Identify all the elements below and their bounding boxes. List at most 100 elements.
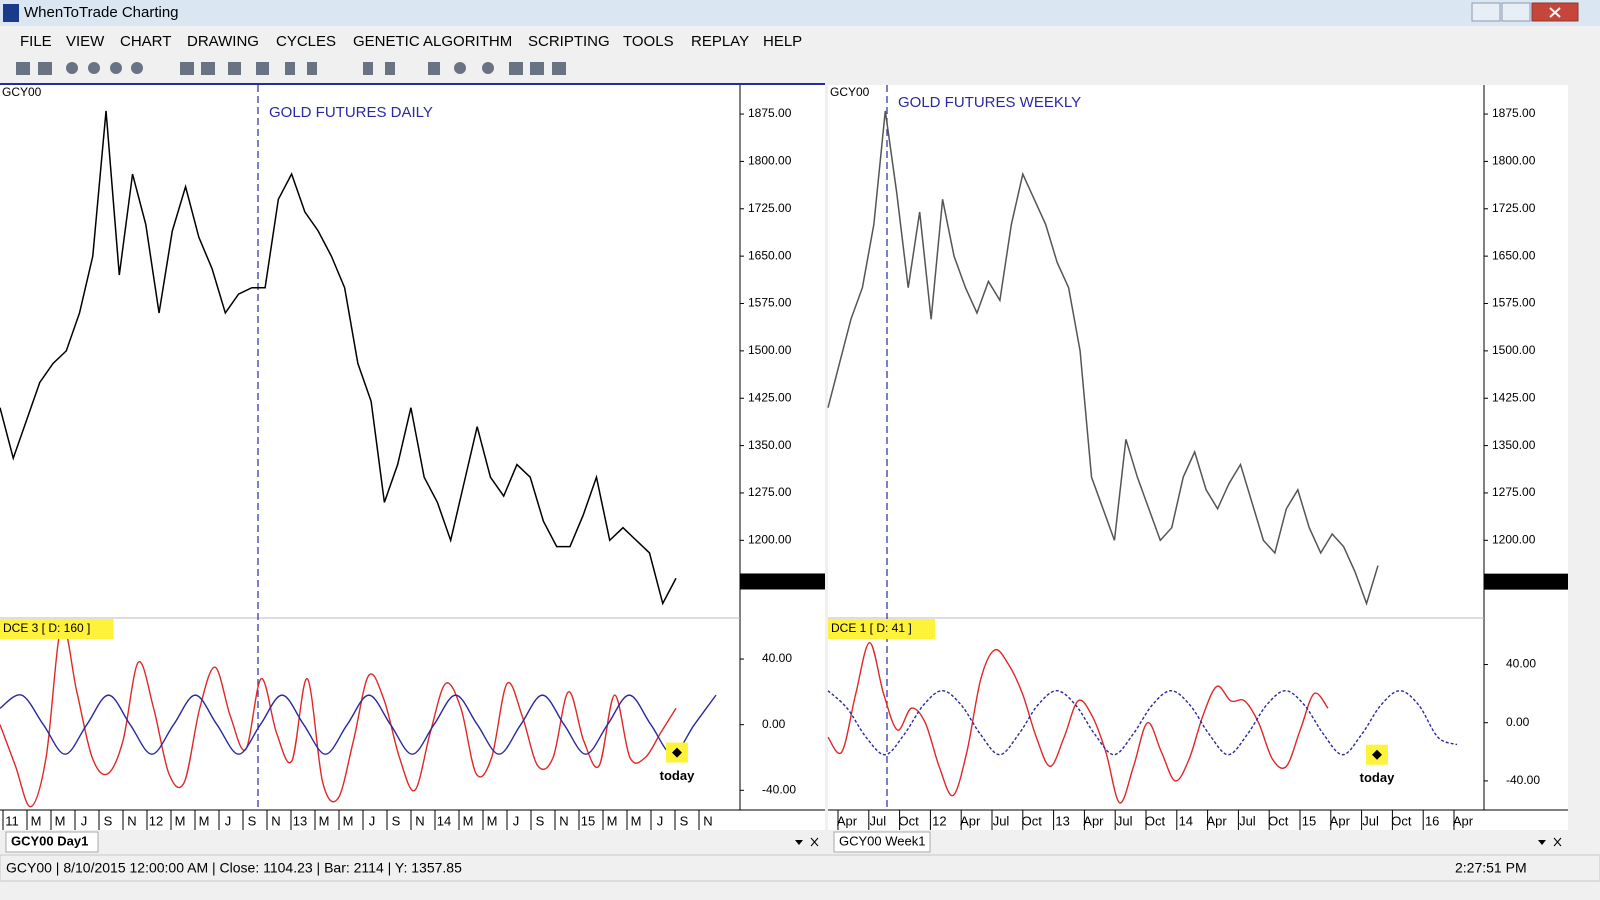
menu-item[interactable]: REPLAY xyxy=(691,33,749,50)
y-tick-label: 1725.00 xyxy=(748,201,792,215)
tool-icon[interactable] xyxy=(256,62,269,75)
tool-icon[interactable] xyxy=(110,62,122,74)
tab-bar xyxy=(828,831,1568,853)
tool-icon[interactable] xyxy=(66,62,78,74)
x-tick-label: J xyxy=(225,813,232,828)
menu: FILE VIEW CHART DRAWING CYCLES GENETIC ALGORI… xyxy=(20,33,802,50)
menu-item[interactable]: CYCLES xyxy=(276,33,336,50)
x-tick-label: S xyxy=(680,813,689,828)
tool-icon[interactable] xyxy=(428,62,440,75)
x-tick-label: M xyxy=(463,813,474,828)
x-tick-label: Apr xyxy=(960,813,981,828)
indicator-label-bg xyxy=(828,619,935,639)
tool-icon[interactable] xyxy=(482,62,494,74)
tool-icon[interactable] xyxy=(285,62,295,75)
chart-title: GOLD FUTURES DAILY xyxy=(269,104,433,121)
y-tick-label: 1425.00 xyxy=(1492,390,1536,404)
x-tick-label: Apr xyxy=(837,813,858,828)
tab-close[interactable] xyxy=(1553,837,1562,847)
tool-icon[interactable] xyxy=(530,62,544,75)
last-price-box xyxy=(740,573,825,590)
tool-icon[interactable] xyxy=(385,62,395,75)
menu-item[interactable]: TOOLS xyxy=(623,33,674,50)
y-tick-label: 1275.00 xyxy=(1492,485,1536,499)
x-tick-label: N xyxy=(415,813,424,828)
y-tick-label: -40.00 xyxy=(1506,773,1540,787)
x-tick-label: Apr xyxy=(1083,813,1104,828)
y-tick-label: 1575.00 xyxy=(748,296,792,310)
tool-icon[interactable] xyxy=(552,62,566,75)
y-tick-label: 1650.00 xyxy=(748,248,792,262)
y-tick-label: 1200.00 xyxy=(748,532,792,546)
menu-item[interactable]: FILE xyxy=(20,33,52,50)
plot-background xyxy=(828,85,1568,830)
x-tick-label: J xyxy=(657,813,664,828)
y-tick-label: 1725.00 xyxy=(1492,201,1536,215)
maximize-button[interactable] xyxy=(1501,2,1531,22)
minimize-button[interactable] xyxy=(1471,2,1501,22)
today-label: today xyxy=(1360,770,1395,785)
x-tick-label: S xyxy=(536,813,545,828)
tab-close[interactable] xyxy=(810,837,819,847)
tool-icon[interactable] xyxy=(454,62,466,74)
x-tick-label: 14 xyxy=(1179,813,1193,828)
menu-item[interactable]: HELP xyxy=(763,33,802,50)
x-tick-label: Jul xyxy=(993,813,1010,828)
y-tick-label: 1650.00 xyxy=(1492,248,1536,262)
x-tick-label: Apr xyxy=(1206,813,1227,828)
x-tick-label: N xyxy=(271,813,280,828)
status-time: 2:27:51 PM xyxy=(1455,860,1527,876)
x-tick-label: M xyxy=(175,813,186,828)
x-tick-label: Oct xyxy=(898,813,919,828)
x-tick-label: Oct xyxy=(1391,813,1412,828)
tab-label: GCY00 Day1 xyxy=(11,833,88,848)
tool-icon[interactable] xyxy=(363,62,373,75)
tab-menu-arrow[interactable] xyxy=(795,840,803,845)
chart-tab[interactable] xyxy=(833,831,931,853)
y-tick-label: 1575.00 xyxy=(1492,296,1536,310)
x-tick-label: M xyxy=(31,813,42,828)
tab-menu-arrow[interactable] xyxy=(1538,840,1546,845)
y-tick-label: 1875.00 xyxy=(1492,106,1536,120)
menu-item[interactable]: DRAWING xyxy=(187,33,259,50)
title-bar xyxy=(0,0,1600,26)
price-line xyxy=(827,110,1379,606)
menu-item[interactable]: SCRIPTING xyxy=(528,33,610,50)
tool-icon[interactable] xyxy=(38,62,52,75)
x-tick-label: M xyxy=(199,813,210,828)
x-tick-label: 15 xyxy=(1302,813,1316,828)
x-tick-label: S xyxy=(248,813,257,828)
tool-icon[interactable] xyxy=(201,62,215,75)
x-tick-label: N xyxy=(127,813,136,828)
x-tick-label: 11 xyxy=(5,813,19,828)
menu-item[interactable]: GENETIC ALGORITHM xyxy=(353,33,512,50)
menu-item[interactable]: CHART xyxy=(120,33,171,50)
tool-icon[interactable] xyxy=(16,62,30,75)
tool-icon[interactable] xyxy=(180,62,194,75)
indicator-label: DCE 3 [ D: 160 ] xyxy=(3,621,90,635)
indicator-label: DCE 1 [ D: 41 ] xyxy=(831,621,912,635)
tool-icon[interactable] xyxy=(509,62,523,75)
menu-item[interactable]: VIEW xyxy=(66,33,105,50)
last-price-box xyxy=(1484,573,1568,590)
active-panel-border xyxy=(0,83,825,85)
y-tick-label: 1875.00 xyxy=(748,106,792,120)
y-tick-label: 1425.00 xyxy=(748,390,792,404)
tool-icon[interactable] xyxy=(307,62,317,75)
indicator-line xyxy=(0,624,677,808)
x-tick-label: N xyxy=(559,813,568,828)
x-tick-label: Apr xyxy=(1330,813,1351,828)
today-label: today xyxy=(660,768,695,783)
chart-tab[interactable] xyxy=(5,831,99,853)
tool-icon[interactable] xyxy=(228,62,241,75)
x-tick-label: M xyxy=(343,813,354,828)
x-tick-label: 12 xyxy=(932,813,946,828)
x-tick-label: Oct xyxy=(1022,813,1043,828)
x-tick-label: Apr xyxy=(1453,813,1474,828)
close-icon xyxy=(1549,7,1561,18)
today-marker xyxy=(1372,749,1382,760)
tool-icon[interactable] xyxy=(88,62,100,74)
tool-icon[interactable] xyxy=(131,62,143,74)
x-tick-label: M xyxy=(607,813,618,828)
y-tick-label: 1800.00 xyxy=(1492,154,1536,168)
